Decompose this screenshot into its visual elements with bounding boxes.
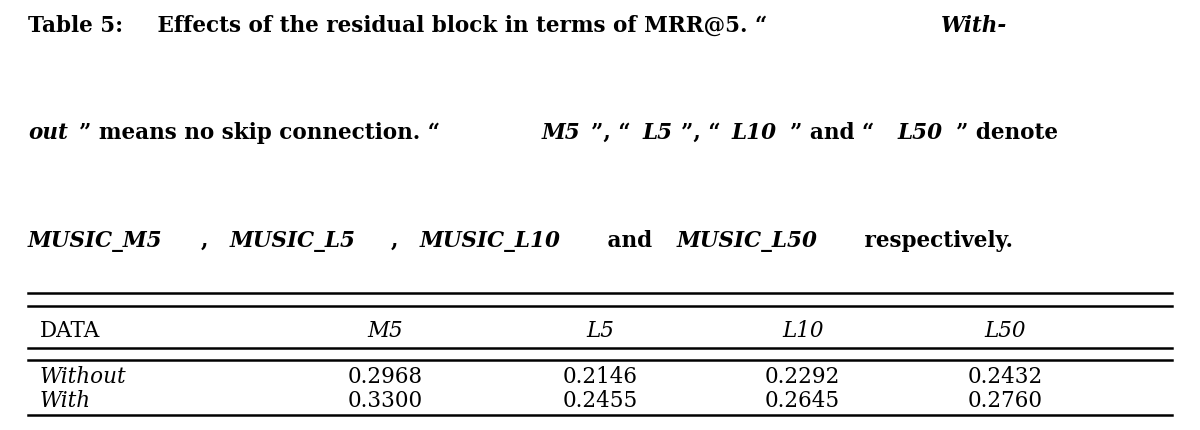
Text: Effects of the residual block in terms of MRR@5. “: Effects of the residual block in terms o… <box>150 15 767 37</box>
Text: ” means no skip connection. “: ” means no skip connection. “ <box>79 122 440 144</box>
Text: L10: L10 <box>782 320 823 342</box>
Text: 0.2968: 0.2968 <box>348 366 424 388</box>
Text: With: With <box>40 390 91 412</box>
Text: respectively.: respectively. <box>857 230 1013 252</box>
Text: out: out <box>28 122 68 144</box>
Text: Table 5:: Table 5: <box>28 15 124 37</box>
Text: L10: L10 <box>732 122 778 144</box>
Text: ” denote: ” denote <box>955 122 1057 144</box>
Text: L5: L5 <box>642 122 672 144</box>
Text: With-: With- <box>941 15 1007 37</box>
Text: 0.2432: 0.2432 <box>967 366 1043 388</box>
Text: and: and <box>600 230 660 252</box>
Text: 0.2455: 0.2455 <box>563 390 637 412</box>
Text: ,: , <box>200 230 223 252</box>
Text: M5: M5 <box>542 122 581 144</box>
Text: Without: Without <box>40 366 126 388</box>
Text: MUSIC_M5: MUSIC_M5 <box>28 230 163 252</box>
Text: ,: , <box>391 230 413 252</box>
Text: 0.2645: 0.2645 <box>766 390 840 412</box>
Text: ”, “: ”, “ <box>592 122 631 144</box>
Text: ” and “: ” and “ <box>790 122 874 144</box>
Text: 0.2760: 0.2760 <box>967 390 1043 412</box>
Text: MUSIC_L10: MUSIC_L10 <box>420 230 560 252</box>
Text: L5: L5 <box>586 320 614 342</box>
Text: M5: M5 <box>367 320 403 342</box>
Text: MUSIC_L50: MUSIC_L50 <box>677 230 817 252</box>
Text: 0.3300: 0.3300 <box>348 390 424 412</box>
Text: 0.2146: 0.2146 <box>563 366 637 388</box>
Text: 0.2292: 0.2292 <box>764 366 840 388</box>
Text: DATA: DATA <box>40 320 100 342</box>
Text: MUSIC_L5: MUSIC_L5 <box>229 230 355 252</box>
Text: ”, “: ”, “ <box>682 122 721 144</box>
Text: L50: L50 <box>984 320 1026 342</box>
Text: L50: L50 <box>898 122 943 144</box>
